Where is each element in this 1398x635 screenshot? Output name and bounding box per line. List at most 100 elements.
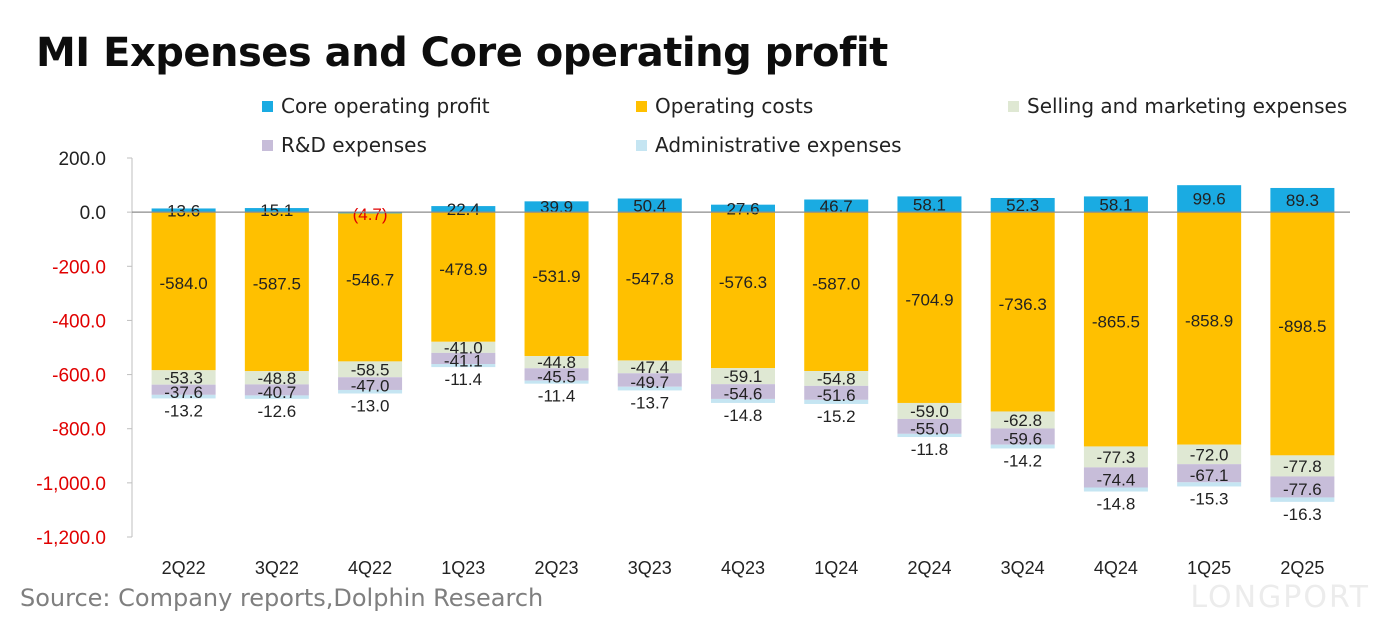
data-label-operating-costs: -584.0 [160,274,208,293]
bar-segment-rnd [151,384,216,395]
bar-segment-selling-and-marketing [897,402,962,419]
bar-segment-selling-and-marketing [338,361,403,378]
data-label-operating-costs: -858.9 [1185,311,1233,330]
data-label-core-operating-profit: 52.3 [1006,196,1039,215]
bar-segment-selling-and-marketing [990,411,1055,429]
source-note: Source: Company reports,Dolphin Research [20,584,544,612]
data-label-selling-and-marketing: -77.8 [1283,457,1322,476]
data-label-operating-costs: -547.8 [626,269,674,288]
legend-swatch-core-operating-profit [262,100,273,112]
y-tick-label: -200.0 [52,257,106,278]
bar-segment-administrative [990,444,1055,449]
data-label-selling-and-marketing: -58.5 [351,360,390,379]
x-tick-label: 2Q25 [1280,558,1324,578]
bar-segment-rnd [1270,476,1335,498]
x-tick-label: 3Q23 [628,558,672,578]
data-label-core-operating-profit: 13.6 [167,201,200,220]
bar-segment-core-operating-profit [1270,187,1335,213]
data-label-core-operating-profit: 39.9 [540,198,573,217]
data-label-administrative: -15.2 [817,407,856,426]
bar-segment-core-operating-profit [151,208,216,213]
data-label-core-operating-profit: 99.6 [1193,190,1226,209]
legend-item-selling-marketing: Selling and marketing expenses [1008,94,1347,118]
y-tick-label: 0.0 [80,203,106,224]
data-label-operating-costs: -898.5 [1278,317,1326,336]
bar-segment-rnd [804,385,869,400]
bar-segment-selling-and-marketing [804,371,869,386]
bar-segment-selling-and-marketing [711,368,775,385]
data-label-rnd: -59.6 [1003,430,1042,449]
data-label-administrative: -15.3 [1190,489,1229,508]
data-label-operating-costs: -576.3 [719,273,767,292]
legend-item-rnd: R&D expenses [262,133,427,157]
bar-segment-operating-costs [897,212,962,403]
legend-item-administrative: Administrative expenses [636,133,902,157]
bar-segment-rnd [897,418,962,434]
data-label-selling-and-marketing: -59.1 [724,367,763,386]
data-label-rnd: -49.7 [630,373,669,392]
data-label-core-operating-profit: 15.1 [260,201,293,220]
bar-segment-selling-and-marketing [1083,446,1148,468]
bar-segment-rnd [711,384,775,399]
bar-segment-administrative [151,394,216,399]
data-label-rnd: -45.5 [537,367,576,386]
data-label-selling-and-marketing: -44.8 [537,353,576,372]
x-tick-label: 1Q24 [814,558,858,578]
bar-segment-administrative [431,364,496,368]
legend-item-core-operating-profit: Core operating profit [262,94,490,118]
y-tick-label: -800.0 [52,420,106,441]
bar-segment-rnd [990,428,1055,445]
bar-segment-operating-costs [1270,212,1335,456]
data-label-administrative: -12.6 [257,402,296,421]
bar-segment-rnd [1083,467,1148,488]
x-tick-label: 2Q22 [162,558,206,578]
bar-segment-core-operating-profit [524,201,589,213]
chart-title: MI Expenses and Core operating profit [36,30,888,76]
data-label-selling-and-marketing: -48.8 [257,369,296,388]
bar-segment-selling-and-marketing [617,360,682,374]
bar-segment-rnd [617,373,682,387]
bar-segment-administrative [1083,487,1148,492]
legend-swatch-administrative [636,139,647,151]
x-tick-label: 3Q22 [255,558,299,578]
bar-segment-operating-costs [524,212,589,357]
bar-segment-core-operating-profit [1177,185,1242,213]
bar-segment-core-operating-profit [431,206,496,213]
data-label-administrative: -14.2 [1003,451,1042,470]
data-label-core-operating-profit: (4.7) [353,205,388,224]
bar-segment-administrative [338,389,403,394]
data-label-core-operating-profit: 50.4 [633,196,666,215]
bar-segment-administrative [804,399,869,404]
data-label-rnd: -74.4 [1097,470,1136,489]
bar-segment-core-operating-profit [244,208,309,213]
bar-segment-operating-costs [431,212,496,342]
data-label-operating-costs: -865.5 [1092,312,1140,331]
bar-segment-rnd [524,368,589,381]
x-tick-label: 4Q22 [348,558,392,578]
bar-segment-rnd [244,384,309,396]
bar-segment-core-operating-profit [990,197,1055,213]
y-tick-label: -400.0 [52,311,106,332]
data-label-core-operating-profit: 22.4 [447,200,480,219]
y-tick-label: -1,200.0 [36,528,106,549]
bar-segment-rnd [431,352,496,365]
data-label-administrative: -11.4 [538,387,576,406]
bar-segment-administrative [617,386,682,391]
legend-label: Core operating profit [281,94,490,118]
data-label-rnd: -67.1 [1190,466,1229,485]
legend-label: Operating costs [655,94,814,118]
data-label-rnd: -41.1 [444,351,483,370]
x-tick-label: 4Q24 [1094,558,1138,578]
bar-segment-administrative [1270,497,1335,502]
data-label-administrative: -14.8 [1097,495,1136,514]
bar-segment-administrative [711,398,775,403]
y-tick-label: 200.0 [58,149,106,170]
data-label-operating-costs: -736.3 [999,295,1047,314]
data-label-administrative: -13.2 [164,401,203,420]
x-tick-label: 3Q24 [1001,558,1045,578]
y-tick-label: -1,000.0 [36,474,106,495]
data-label-operating-costs: -478.9 [439,260,487,279]
data-label-administrative: -13.7 [630,393,669,412]
legend-swatch-rnd [262,139,273,151]
